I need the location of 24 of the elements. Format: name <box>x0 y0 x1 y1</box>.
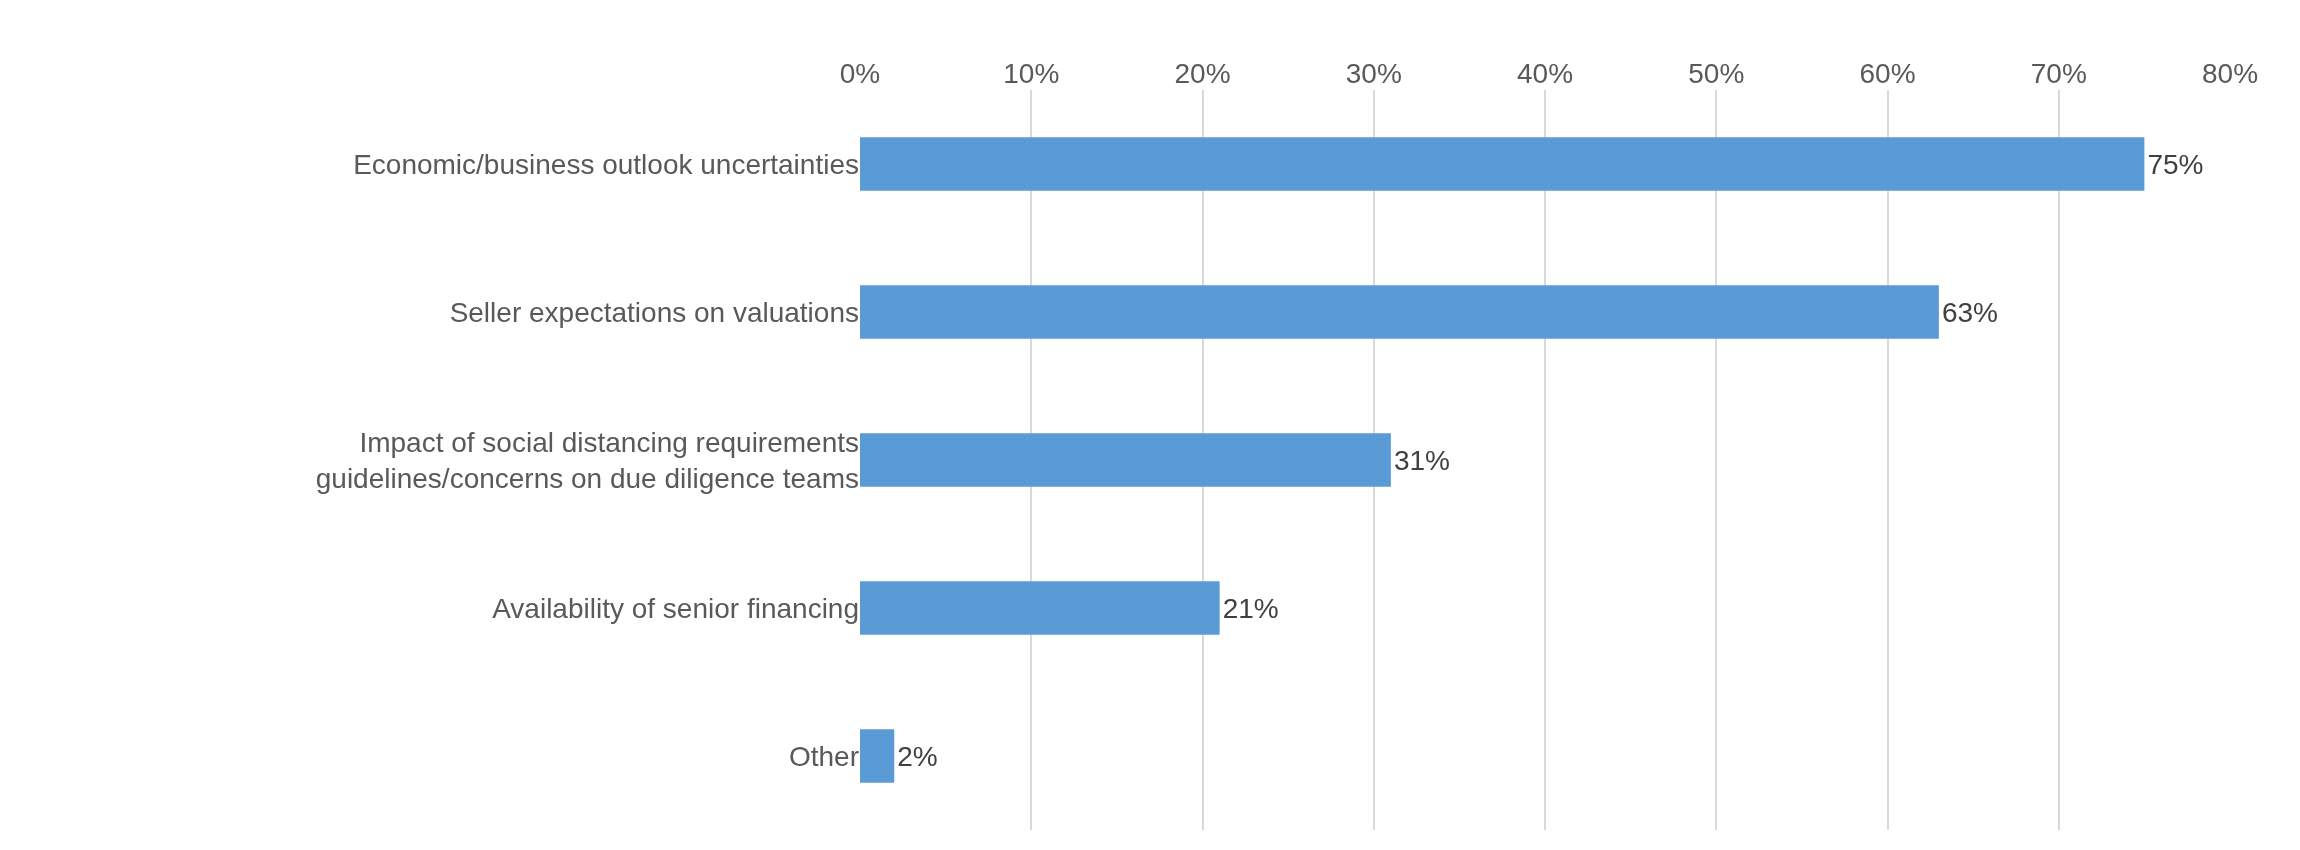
y-tick-label: Impact of social distancing requirements guidelines/concerns on due diligence teams <box>315 426 859 494</box>
x-tick-label: 0% <box>839 58 881 90</box>
data-label: 63% <box>1941 296 1998 328</box>
y-tick-label: Seller expectations on valuations <box>449 296 859 328</box>
y-tick-label: Other <box>788 740 859 772</box>
data-label: 2% <box>897 740 938 772</box>
x-tick-label: 70% <box>2030 58 2087 90</box>
data-label: 75% <box>2147 148 2204 180</box>
bar <box>860 729 895 783</box>
bar <box>860 285 1939 339</box>
x-tick-label: 80% <box>2201 58 2259 90</box>
y-tick-label: Availability of senior financing <box>492 592 859 624</box>
bar <box>860 581 1220 635</box>
data-label: 31% <box>1393 444 1450 476</box>
x-tick-label: 40% <box>1516 58 1574 90</box>
bar <box>860 433 1391 487</box>
bar <box>860 137 2145 191</box>
x-tick-label: 50% <box>1688 58 1745 90</box>
data-label: 21% <box>1222 592 1279 624</box>
y-tick-label: Economic/business outlook uncertainties <box>353 148 859 180</box>
x-tick-label: 30% <box>1345 58 1402 90</box>
x-tick-label: 20% <box>1174 58 1231 90</box>
x-tick-label: 60% <box>1859 58 1916 90</box>
x-tick-label: 10% <box>1003 58 1060 90</box>
